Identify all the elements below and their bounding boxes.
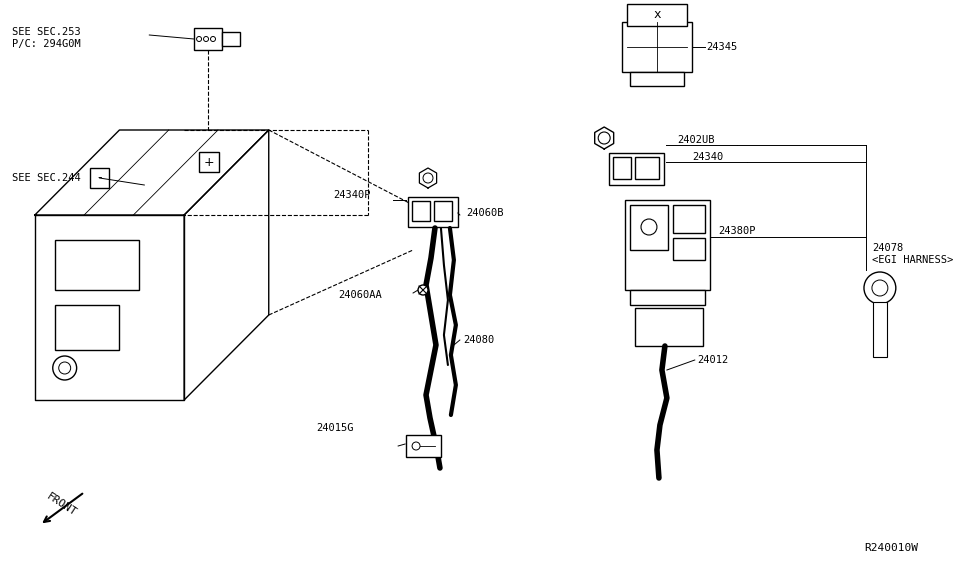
Bar — [673, 205, 705, 233]
Text: x: x — [653, 7, 661, 20]
Circle shape — [211, 36, 215, 41]
Text: SEE SEC.253: SEE SEC.253 — [12, 27, 81, 37]
Bar — [194, 28, 222, 50]
Text: 24345: 24345 — [707, 42, 738, 52]
Text: 24340P: 24340P — [333, 190, 370, 200]
Circle shape — [204, 36, 209, 41]
Bar — [622, 22, 692, 72]
Bar — [630, 290, 705, 305]
Circle shape — [58, 362, 70, 374]
Bar — [90, 168, 109, 188]
Polygon shape — [419, 168, 437, 188]
Text: <EGI HARNESS>: <EGI HARNESS> — [872, 255, 954, 265]
Text: 24012: 24012 — [697, 355, 728, 365]
Text: 2402UB: 2402UB — [677, 135, 715, 145]
Bar — [630, 205, 668, 250]
Text: 24078: 24078 — [872, 243, 903, 253]
Circle shape — [599, 132, 610, 144]
Bar — [613, 157, 631, 179]
Circle shape — [641, 219, 657, 235]
Text: R240010W: R240010W — [864, 543, 918, 553]
Bar — [55, 240, 139, 290]
Text: 24060B: 24060B — [466, 208, 503, 218]
Text: 24080: 24080 — [463, 335, 494, 345]
Text: 24060AA: 24060AA — [338, 290, 382, 300]
Bar — [627, 4, 686, 26]
Bar — [635, 157, 659, 179]
Bar — [409, 197, 458, 227]
Bar — [199, 152, 219, 172]
Bar — [609, 153, 664, 185]
Bar — [222, 32, 240, 46]
Bar — [55, 305, 120, 350]
Polygon shape — [35, 130, 269, 215]
Bar — [407, 435, 441, 457]
Bar — [625, 200, 710, 290]
Bar — [412, 201, 430, 221]
Bar — [873, 302, 887, 357]
Circle shape — [418, 285, 428, 295]
Polygon shape — [35, 215, 184, 400]
Text: 24015G: 24015G — [317, 423, 354, 433]
Bar — [630, 72, 683, 86]
Circle shape — [864, 272, 896, 304]
Text: 24340: 24340 — [692, 152, 723, 162]
Circle shape — [872, 280, 888, 296]
Text: FRONT: FRONT — [45, 492, 79, 518]
Bar — [873, 302, 887, 357]
Circle shape — [197, 36, 202, 41]
Polygon shape — [184, 130, 269, 400]
Polygon shape — [595, 127, 613, 149]
Circle shape — [53, 356, 77, 380]
Text: 24380P: 24380P — [719, 226, 757, 236]
Circle shape — [412, 442, 420, 450]
Text: SEE SEC.244: SEE SEC.244 — [12, 173, 81, 183]
Bar — [434, 201, 451, 221]
Circle shape — [423, 173, 433, 183]
Text: -: - — [98, 171, 101, 185]
Bar — [635, 308, 703, 346]
Text: +: + — [204, 156, 215, 169]
Text: P/C: 294G0M: P/C: 294G0M — [12, 39, 81, 49]
Bar — [673, 238, 705, 260]
